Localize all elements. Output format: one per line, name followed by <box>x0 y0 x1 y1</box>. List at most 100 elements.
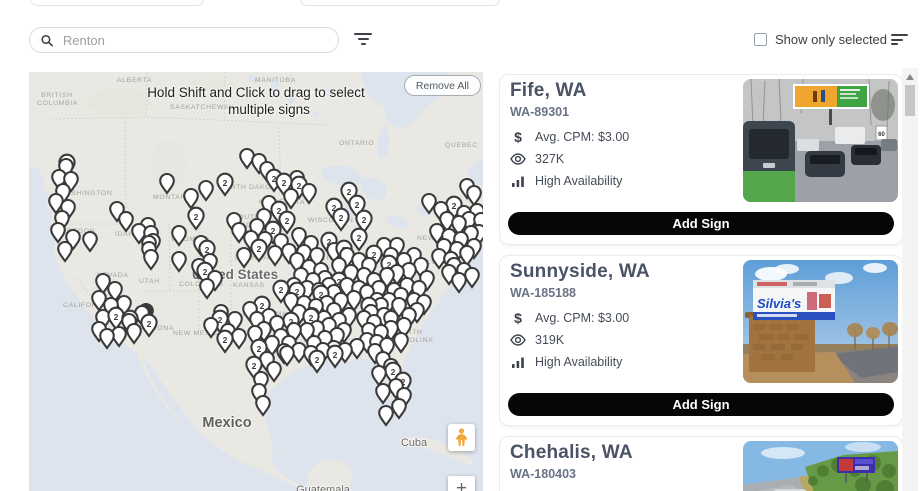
map-pin[interactable] <box>126 322 142 345</box>
map-region-label: SOUTH <box>233 214 260 221</box>
map-pin[interactable] <box>375 382 391 405</box>
map-cluster-pin[interactable]: 2 <box>308 349 326 374</box>
svg-text:2: 2 <box>401 377 406 387</box>
svg-text:2: 2 <box>260 301 265 311</box>
map-pin[interactable] <box>266 360 282 383</box>
svg-text:2: 2 <box>297 181 302 191</box>
show-only-selected-checkbox[interactable] <box>754 33 767 46</box>
map-pin[interactable] <box>183 187 199 210</box>
map-region-label: CALIFORNIA <box>63 302 111 309</box>
svg-text:2: 2 <box>309 313 314 323</box>
cutoff-field-left[interactable] <box>30 0 204 6</box>
map-pin[interactable] <box>99 327 115 350</box>
map-cluster-pin[interactable]: 2 <box>355 209 373 234</box>
svg-text:2: 2 <box>357 233 362 243</box>
scrollbar-thumb[interactable] <box>905 85 915 116</box>
map-pin[interactable] <box>159 172 175 195</box>
map-cluster-pin[interactable]: 2 <box>350 227 368 252</box>
svg-text:2: 2 <box>257 244 262 254</box>
svg-text:2: 2 <box>147 319 152 329</box>
map-pin[interactable] <box>203 316 219 339</box>
map-pin[interactable] <box>378 404 394 427</box>
panel-scrollbar[interactable] <box>902 68 918 491</box>
svg-text:2: 2 <box>333 350 338 360</box>
map-pin[interactable] <box>198 179 214 202</box>
map-pin[interactable] <box>57 240 73 263</box>
map-pin[interactable] <box>171 250 187 273</box>
availability-bars-icon <box>510 175 526 187</box>
map-cluster-pin[interactable]: 2 <box>326 344 344 369</box>
map-pin[interactable] <box>459 244 475 267</box>
svg-text:2: 2 <box>387 260 392 270</box>
map-pin[interactable] <box>236 246 252 269</box>
map-pin[interactable] <box>393 331 409 354</box>
sign-card: Chehalis, WA WA-180403 <box>499 436 903 491</box>
zoom-in-button[interactable]: + <box>448 476 475 491</box>
map-cluster-pin[interactable]: 2 <box>250 238 268 263</box>
map-pins-layer: 2222222222222222222222222222222222222222… <box>48 147 483 427</box>
card-title: Fife, WA <box>510 80 587 101</box>
map-pin[interactable] <box>279 344 295 367</box>
filter-icon[interactable] <box>353 33 373 47</box>
map-pin[interactable] <box>50 221 66 244</box>
map-pin[interactable] <box>346 289 362 312</box>
map-cluster-pin[interactable]: 2 <box>140 313 158 338</box>
search-input[interactable] <box>60 31 327 49</box>
map-pin[interactable] <box>143 248 159 271</box>
map-canvas[interactable]: ALBERTA MANITOBA BRITISH COLUMBIA SASKATCHEW… <box>29 72 483 491</box>
impressions-value: 327K <box>535 152 565 166</box>
svg-text:2: 2 <box>319 290 324 300</box>
sign-photo <box>743 441 898 491</box>
map-cluster-pin[interactable]: 2 <box>216 172 234 197</box>
map-region-label: UTAH <box>139 278 160 285</box>
map-pin[interactable] <box>371 364 387 387</box>
svg-text:2: 2 <box>355 200 360 210</box>
map-region-label: WYOMING <box>171 236 210 243</box>
sort-icon[interactable] <box>891 34 909 47</box>
map-pin[interactable] <box>391 397 407 420</box>
map-region-label: ONTARIO <box>339 140 374 147</box>
cpm-row: $ Avg. CPM: $3.00 <box>510 129 629 145</box>
cutoff-field-right[interactable] <box>300 0 500 6</box>
svg-text:2: 2 <box>257 344 262 354</box>
map-pin[interactable] <box>283 187 299 210</box>
scroll-up-arrow-icon[interactable] <box>906 74 914 80</box>
map-pin[interactable] <box>451 214 467 237</box>
pegman-icon <box>455 428 468 446</box>
map-pin[interactable] <box>255 394 271 417</box>
map-pin[interactable] <box>118 210 134 233</box>
map-region-label: WASHINGTON <box>59 190 112 197</box>
map-cluster-pin[interactable]: 2 <box>278 210 296 235</box>
add-sign-button[interactable]: Add Sign <box>508 212 894 235</box>
map-region-label: ALBERTA <box>117 77 152 84</box>
map-cluster-pin[interactable]: 2 <box>216 329 234 354</box>
remove-all-button[interactable]: Remove All <box>403 75 481 96</box>
map-pin[interactable] <box>107 280 123 303</box>
svg-text:2: 2 <box>332 203 337 213</box>
svg-text:60: 60 <box>878 132 885 138</box>
sign-photo: Silvia's <box>743 260 898 383</box>
pegman-control[interactable] <box>448 424 475 451</box>
map-pin[interactable] <box>82 230 98 253</box>
map-pin[interactable] <box>451 271 467 294</box>
add-sign-button[interactable]: Add Sign <box>508 393 894 416</box>
map-pin[interactable] <box>301 182 317 205</box>
impressions-row: 327K <box>510 152 629 166</box>
map-region-label: IDAHO <box>115 231 140 238</box>
show-only-selected[interactable]: Show only selected <box>754 32 887 47</box>
map-region-label: NORTH DAKOTA <box>219 184 281 191</box>
map-pin[interactable] <box>267 244 283 267</box>
impressions-row: 319K <box>510 333 629 347</box>
svg-text:2: 2 <box>362 215 367 225</box>
sign-card: Fife, WA WA-89301 $ Avg. CPM: $3.00 327K High… <box>499 74 903 245</box>
map-cluster-pin[interactable]: 2 <box>187 206 205 231</box>
map-pin[interactable] <box>231 327 247 350</box>
search-box[interactable] <box>29 27 339 53</box>
map-pin[interactable] <box>199 277 215 300</box>
card-sign-id: WA-89301 <box>510 105 570 119</box>
map-cluster-pin[interactable]: 2 <box>332 207 350 232</box>
map-pin[interactable] <box>466 184 482 207</box>
map-pin[interactable] <box>171 224 187 247</box>
